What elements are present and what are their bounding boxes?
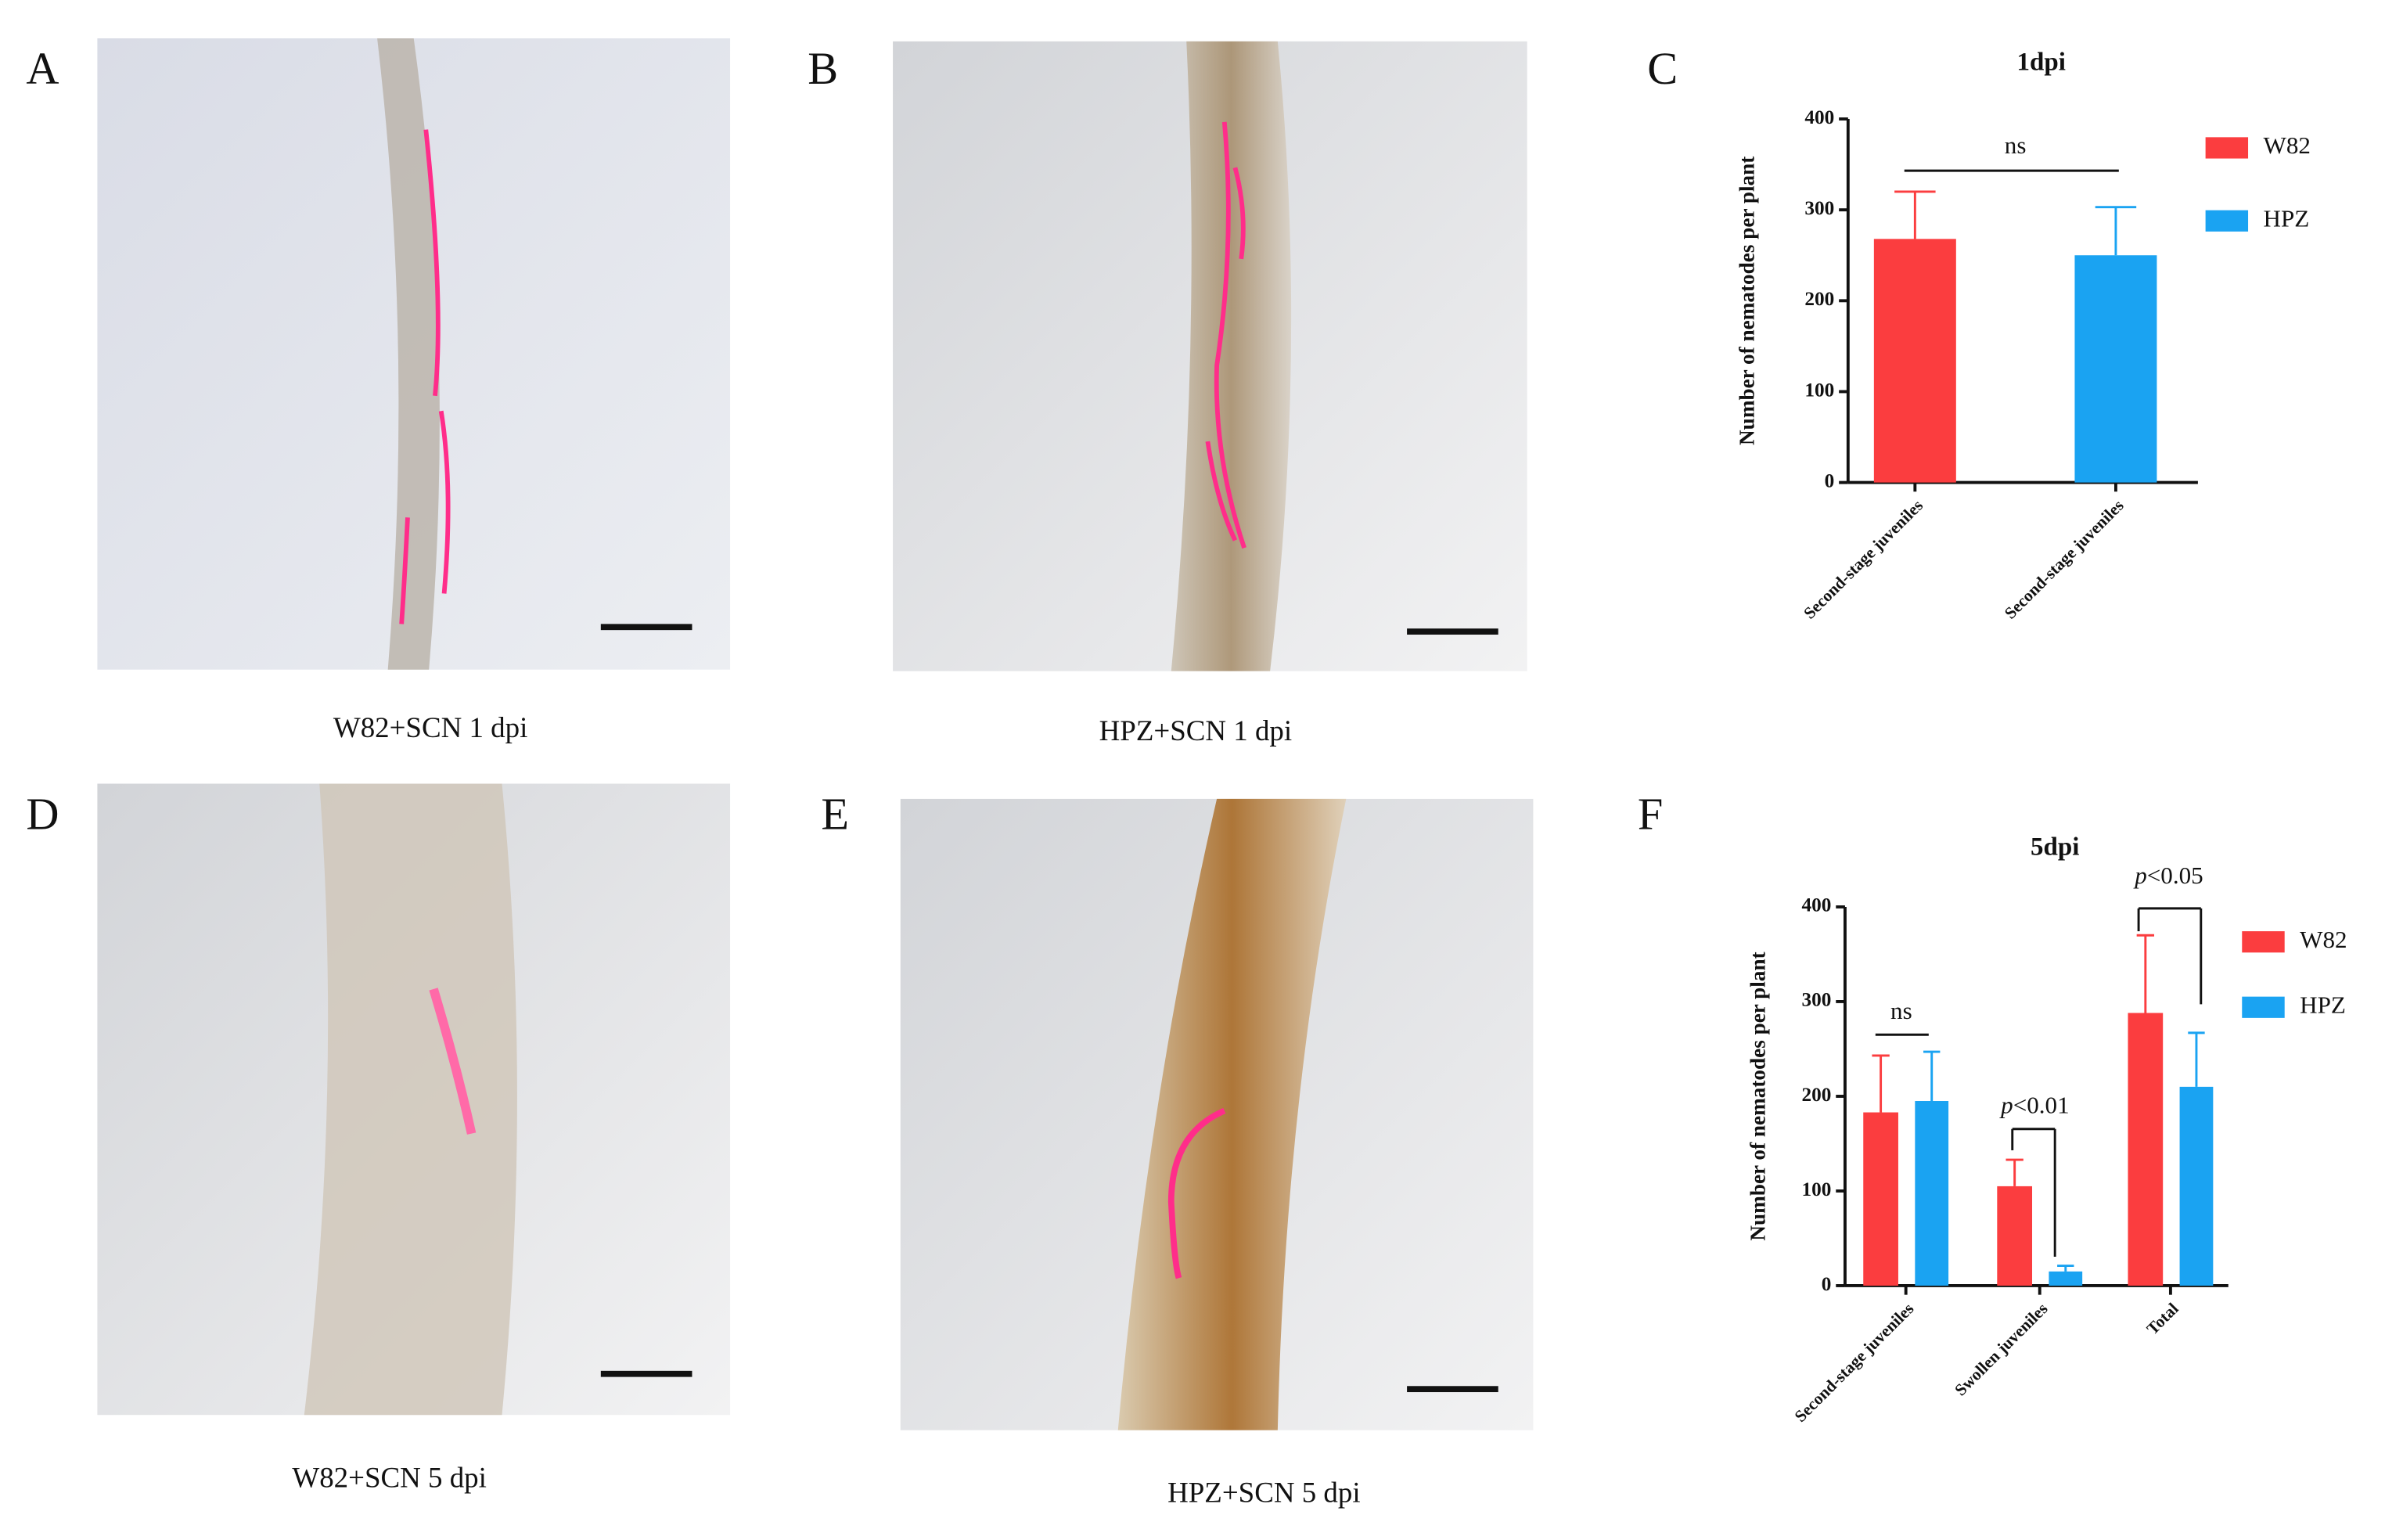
- y-tick-label: 400: [1802, 894, 1832, 916]
- x-tick-label: Second-stage juveniles: [1800, 496, 1926, 623]
- bar: [2049, 1271, 2083, 1286]
- error-bar: [2136, 934, 2155, 1013]
- error-bar: [2188, 1031, 2205, 1087]
- panel-label: B: [808, 43, 838, 94]
- x-tick-label: Total: [2143, 1299, 2182, 1338]
- x-tick-label: Second-stage juveniles: [1791, 1299, 1918, 1426]
- annotation: p<0.05: [2133, 862, 2203, 889]
- x-tick-label: Swollen juveniles: [1951, 1299, 2051, 1399]
- annotation: p<0.01: [1999, 1092, 2070, 1119]
- legend-swatch: [2205, 137, 2249, 159]
- chart-title: 1dpi: [2016, 49, 2065, 77]
- bar: [2179, 1086, 2214, 1286]
- error-bar: [2095, 206, 2137, 256]
- error-bar: [2057, 1265, 2074, 1272]
- bar: [1873, 239, 1956, 483]
- y-tick-label: 0: [1822, 1273, 1832, 1295]
- y-tick-label: 200: [1804, 288, 1834, 310]
- bar: [1863, 1112, 1898, 1286]
- y-tick-label: 0: [1825, 470, 1835, 491]
- annotation: ns: [2005, 131, 2027, 159]
- panel-label: C: [1647, 43, 1678, 94]
- y-tick-label: 300: [1802, 989, 1832, 1011]
- caption: HPZ+SCN 5 dpi: [1167, 1477, 1361, 1509]
- error-bar: [1894, 190, 1936, 239]
- legend-swatch: [2242, 931, 2285, 953]
- y-tick-label: 300: [1804, 197, 1834, 219]
- y-tick-label: 200: [1802, 1084, 1832, 1106]
- panel-label: F: [1638, 789, 1663, 840]
- error-bar: [1923, 1050, 1941, 1102]
- x-tick-label: Second-stage juveniles: [2001, 496, 2128, 623]
- error-bar: [1872, 1054, 1890, 1113]
- legend-label: W82: [2300, 926, 2347, 953]
- bar: [1915, 1101, 1949, 1286]
- bar: [1997, 1186, 2033, 1286]
- photo: [893, 41, 1527, 671]
- photo: [97, 38, 731, 670]
- caption: W82+SCN 5 dpi: [292, 1461, 487, 1493]
- y-tick-label: 400: [1804, 106, 1834, 128]
- y-axis-label: Number of nematodes per plant: [1746, 952, 1769, 1240]
- legend-swatch: [2205, 210, 2249, 232]
- legend-swatch: [2242, 996, 2285, 1018]
- y-axis-label: Number of nematodes per plant: [1736, 157, 1759, 445]
- panel-label: D: [26, 789, 59, 840]
- chart-title: 5dpi: [2031, 833, 2079, 862]
- y-tick-label: 100: [1804, 379, 1834, 401]
- y-tick-label: 100: [1802, 1178, 1832, 1200]
- caption: HPZ+SCN 1 dpi: [1099, 714, 1293, 747]
- bar: [2074, 255, 2157, 483]
- legend-label: W82: [2263, 131, 2310, 159]
- photo: [900, 798, 1534, 1430]
- panel-label: E: [821, 789, 849, 840]
- caption: W82+SCN 1 dpi: [333, 711, 528, 743]
- bar: [2128, 1013, 2164, 1286]
- panel-label: A: [26, 43, 59, 94]
- legend-label: HPZ: [2300, 991, 2346, 1018]
- error-bar: [2005, 1158, 2023, 1186]
- annotation: ns: [1890, 997, 1912, 1024]
- legend-label: HPZ: [2263, 204, 2309, 232]
- photo: [97, 783, 731, 1416]
